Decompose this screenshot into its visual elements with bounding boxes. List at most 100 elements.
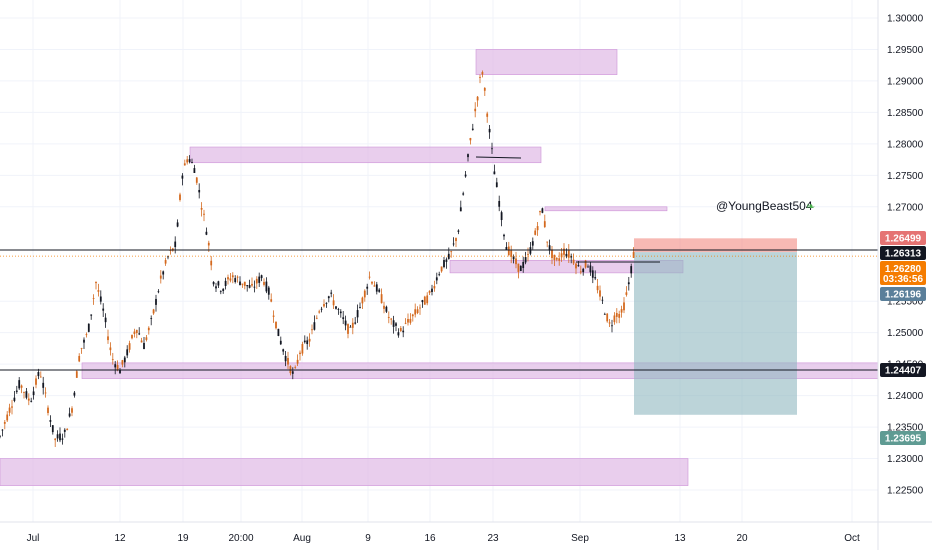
high-line-tag-bg: [880, 246, 926, 260]
candle-body: [277, 328, 280, 336]
candle-body: [431, 288, 433, 292]
candle-body: [174, 241, 177, 248]
support-line-tag: 1.24407: [885, 365, 922, 376]
price-tick-label: 1.22500: [887, 486, 924, 497]
candle-body: [407, 319, 409, 323]
time-axis[interactable]: Jul 12 19 20:00 Aug 9 16 23 Sep 13 20 Oct: [0, 521, 932, 544]
zone-top-supply[interactable]: [475, 49, 618, 75]
candle-body: [1, 429, 4, 431]
candle-body: [536, 226, 539, 231]
candle-body: [486, 113, 489, 117]
candle-body: [32, 391, 35, 396]
candle-body: [275, 321, 277, 329]
candle-body: [47, 407, 49, 413]
candle-body: [320, 308, 323, 310]
candle-body: [61, 438, 64, 440]
candle-body: [373, 285, 376, 287]
candle-body: [627, 282, 630, 285]
candle-body: [411, 314, 414, 317]
price-axis[interactable]: 1.30000 1.29500 1.29000 1.28500 1.28000 1.275…: [877, 0, 924, 550]
candle-body: [246, 285, 249, 287]
zone-supply-1280[interactable]: [189, 146, 542, 164]
candle-body: [546, 241, 549, 243]
candle-body: [488, 128, 491, 133]
candle-body: [116, 365, 119, 371]
candle-body: [222, 288, 225, 292]
candle-body: [323, 304, 325, 307]
candle-body: [440, 266, 443, 272]
candle-body: [555, 258, 558, 260]
time-tick-label: 19: [177, 533, 189, 544]
zone-low-demand[interactable]: [0, 458, 689, 486]
candle-body: [37, 372, 40, 377]
candle-body: [618, 313, 621, 318]
candle-body: [467, 154, 469, 158]
candle-body: [133, 331, 136, 334]
candle-body: [558, 258, 561, 261]
take-profit-zone[interactable]: [634, 252, 797, 415]
candle-body: [195, 177, 198, 183]
candle-body: [301, 343, 304, 354]
support-line-tag-bg: [880, 362, 926, 377]
zone-supply-1270[interactable]: [544, 206, 668, 212]
candle-body: [560, 253, 563, 258]
candle-body: [423, 296, 426, 305]
candle-body: [109, 347, 112, 351]
price-tick-label: 1.30000: [887, 14, 924, 25]
candle-body: [522, 261, 525, 269]
candle-body: [140, 340, 143, 343]
candle-body: [44, 392, 47, 394]
candle-body: [267, 287, 270, 295]
time-tick-label: 23: [487, 533, 499, 544]
candle-body: [481, 72, 484, 75]
target-tag: 1.23695: [885, 434, 922, 445]
short-position-tool[interactable]: [634, 238, 797, 415]
candle-body: [368, 276, 371, 278]
candle-body: [167, 256, 169, 258]
candle-body: [215, 286, 217, 289]
candle-body: [294, 366, 297, 368]
candle-body: [207, 242, 210, 246]
candle-body: [457, 230, 460, 232]
candle-body: [387, 316, 390, 318]
candle-body: [483, 88, 486, 91]
candle-body: [270, 299, 273, 302]
candle-body: [78, 355, 81, 362]
trend-segment[interactable]: [475, 156, 522, 159]
candle-body: [164, 260, 167, 264]
candle-body: [469, 138, 472, 141]
stop-loss-zone[interactable]: [634, 238, 797, 253]
candle-body: [138, 333, 141, 335]
candle-body: [383, 305, 385, 309]
horizontal-lines[interactable]: [0, 156, 878, 371]
countdown-timer: 03:36:56: [883, 274, 923, 285]
candle-body: [66, 428, 69, 431]
candle-body: [25, 391, 28, 398]
candle-body: [476, 96, 479, 101]
candle-body: [219, 291, 222, 293]
candle-body: [35, 378, 37, 385]
candle-body: [152, 309, 155, 314]
time-tick-label: 12: [114, 533, 126, 544]
candle-body: [603, 313, 606, 315]
candle-body: [131, 334, 133, 339]
candle-body: [452, 243, 455, 245]
candle-body: [570, 256, 573, 258]
price-tick-label: 1.27000: [887, 202, 924, 213]
candle-body: [85, 334, 88, 336]
candle-body: [392, 320, 395, 327]
candlestick-series: [0, 70, 635, 447]
candle-body: [87, 323, 90, 332]
current-price-tag-bg: [880, 261, 926, 285]
candle-body: [18, 380, 21, 389]
zone-top-tag-bg: [880, 231, 926, 245]
candle-body: [337, 309, 340, 311]
candle-body: [479, 77, 481, 78]
candle-body: [380, 294, 383, 304]
candle-body: [23, 392, 25, 393]
candle-body: [438, 274, 441, 276]
price-tick-label: 1.29500: [887, 45, 924, 56]
candle-body: [121, 360, 124, 365]
